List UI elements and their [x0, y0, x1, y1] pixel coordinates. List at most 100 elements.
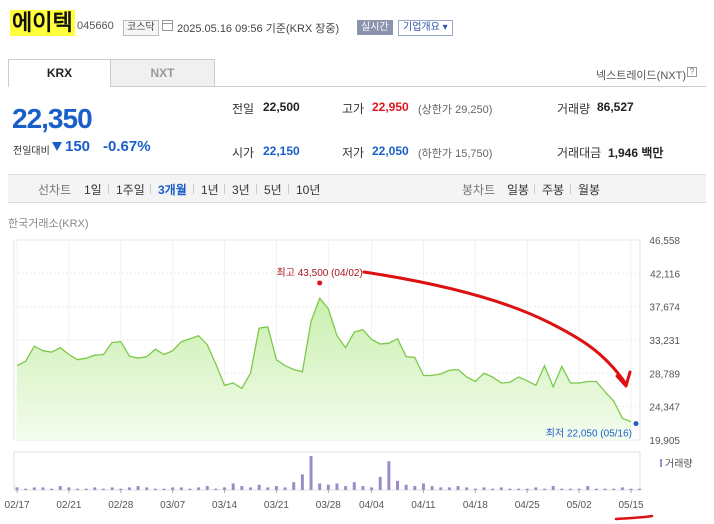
volume-bar	[439, 487, 443, 490]
volume-bar	[560, 488, 564, 490]
volume-bar	[335, 483, 339, 490]
market-badge: 코스닥	[123, 20, 159, 36]
volume-bar	[534, 487, 538, 490]
volume-bar	[568, 488, 572, 490]
volume-bar	[179, 487, 183, 490]
volume-bar	[344, 486, 348, 490]
annotation-underline	[614, 514, 654, 521]
separator	[108, 184, 109, 194]
help-icon[interactable]: ?	[687, 67, 697, 77]
separator	[288, 184, 289, 194]
volume-bar	[240, 486, 244, 490]
volume-bar	[586, 486, 590, 490]
volume-bar	[136, 486, 140, 490]
volume-bar	[612, 488, 616, 490]
x-tick-label: 05/15	[618, 500, 643, 511]
separator	[570, 184, 571, 194]
period-10y[interactable]: 10년	[296, 183, 321, 197]
y-tick-label: 33,231	[649, 336, 680, 347]
volume-bar	[300, 474, 304, 490]
volume-bar	[283, 487, 287, 490]
volume-bar	[24, 488, 28, 490]
volume-bar	[387, 461, 391, 490]
price-line	[16, 296, 632, 423]
volume-bar	[188, 488, 192, 490]
volume-bar	[145, 487, 149, 490]
volume-bar	[266, 487, 270, 490]
volume-bar	[231, 483, 235, 490]
volume-bar	[352, 482, 356, 490]
y-tick-label: 24,347	[649, 403, 680, 414]
volume-bar	[248, 487, 252, 490]
volume-bar	[257, 484, 261, 490]
amount-label: 거래대금	[557, 146, 602, 160]
volume-bar	[499, 487, 503, 490]
volume-bar	[517, 488, 521, 490]
separator	[534, 184, 535, 194]
period-1y[interactable]: 1년	[201, 183, 219, 197]
volume-bar	[551, 486, 555, 490]
period-5y[interactable]: 5년	[264, 183, 282, 197]
volume-bar	[620, 487, 624, 490]
volume-bar	[370, 487, 374, 490]
nxt-link[interactable]: 넥스트레이드(NXT)	[595, 70, 686, 82]
tab-krx[interactable]: KRX	[8, 59, 111, 87]
quote-date: 2025.05.16 09:56	[177, 23, 263, 35]
period-3y[interactable]: 3년	[232, 183, 250, 197]
candle-daily[interactable]: 일봉	[507, 183, 530, 197]
calendar-icon	[162, 20, 173, 31]
candle-monthly[interactable]: 월봉	[578, 183, 601, 197]
volume-bar	[525, 488, 529, 490]
stock-code: 045660	[77, 20, 114, 32]
volume-bar	[15, 487, 19, 490]
stock-name: 에이텍	[10, 10, 75, 36]
volume-bar	[32, 487, 36, 490]
volume-bar	[508, 488, 512, 490]
volume-bar	[577, 488, 581, 490]
price-area	[17, 298, 631, 440]
x-tick-label: 04/25	[515, 500, 540, 511]
volume-bar	[603, 488, 607, 490]
period-3m[interactable]: 3개월	[158, 183, 187, 197]
candle-chart-label[interactable]: 봉차트	[462, 183, 496, 197]
separator	[193, 184, 194, 194]
max-marker	[317, 280, 323, 286]
volume-bar	[447, 487, 451, 490]
volume-bar	[162, 488, 166, 490]
volume-bar	[197, 487, 201, 490]
volume-bar	[93, 487, 97, 490]
volume-frame	[13, 451, 641, 491]
volume-bar	[110, 487, 114, 490]
volume-bar	[41, 487, 45, 490]
company-info-button[interactable]: 기업개요 ▾	[398, 20, 453, 36]
volume-bar	[430, 486, 434, 490]
x-tick-label: 03/28	[316, 500, 341, 511]
volume-bar	[171, 487, 175, 490]
volume-bar	[67, 487, 71, 490]
volume-label: 거래량	[557, 102, 591, 116]
y-tick-label: 28,789	[649, 369, 680, 380]
min-label: 최저 22,050 (05/16)	[546, 428, 632, 440]
candle-weekly[interactable]: 주봉	[542, 183, 565, 197]
volume-bar	[404, 484, 408, 490]
volume-bar	[629, 488, 633, 490]
upper-limit: (상한가 29,250)	[418, 104, 493, 116]
volume-legend: 거래량	[665, 458, 693, 470]
volume-value: 86,527	[597, 100, 634, 114]
current-price: 22,350	[12, 103, 93, 134]
max-label: 최고 43,500 (04/02)	[277, 267, 363, 279]
x-tick-label: 02/28	[108, 500, 133, 511]
change-rate: -0.67%	[103, 138, 151, 155]
period-1w[interactable]: 1주일	[116, 183, 145, 197]
x-tick-label: 05/02	[567, 500, 592, 511]
tab-nxt[interactable]: NXT	[110, 59, 215, 87]
period-1d[interactable]: 1일	[84, 183, 102, 197]
volume-bar	[421, 483, 425, 490]
volume-bar	[638, 488, 642, 490]
change-label: 전일대비	[13, 146, 50, 157]
volume-bar	[274, 486, 278, 490]
volume-bar	[58, 486, 62, 490]
annotation-arrow-line	[362, 270, 628, 386]
line-chart-label[interactable]: 선차트	[38, 183, 72, 197]
